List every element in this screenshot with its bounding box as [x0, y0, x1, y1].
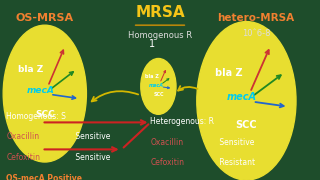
Text: 10ˆ6-8: 10ˆ6-8 [242, 29, 270, 38]
Text: Resistant: Resistant [217, 158, 255, 167]
Text: Homogenous: S: Homogenous: S [6, 112, 66, 121]
Text: mecA: mecA [149, 82, 164, 87]
Text: Sensitive: Sensitive [73, 132, 110, 141]
Text: SCC: SCC [236, 120, 257, 130]
Text: SCC: SCC [35, 110, 55, 119]
Text: bla Z: bla Z [18, 65, 43, 74]
Text: Cefoxitin: Cefoxitin [150, 158, 184, 167]
Text: bla Z: bla Z [215, 68, 243, 78]
Text: Sensitive: Sensitive [73, 153, 110, 162]
Text: SCC: SCC [153, 92, 164, 97]
Text: OS-mecA Positive: OS-mecA Positive [6, 174, 83, 180]
Text: Oxacillin: Oxacillin [6, 132, 40, 141]
Ellipse shape [141, 58, 176, 114]
Text: MRSA: MRSA [135, 5, 185, 20]
Text: Oxacillin: Oxacillin [150, 138, 184, 147]
Text: mecA: mecA [227, 92, 256, 102]
Text: hetero-MRSA: hetero-MRSA [217, 13, 295, 23]
Ellipse shape [197, 22, 296, 180]
Text: Cefoxitin: Cefoxitin [6, 153, 40, 162]
Text: bla Z: bla Z [145, 74, 159, 79]
Text: OS-MRSA: OS-MRSA [16, 13, 74, 23]
Text: 1: 1 [149, 39, 155, 49]
Text: Sensitive: Sensitive [217, 138, 254, 147]
Text: mecA: mecA [27, 86, 55, 95]
Ellipse shape [3, 25, 86, 162]
Text: Heterogenous: R: Heterogenous: R [150, 117, 214, 126]
Text: Homogenous R: Homogenous R [128, 31, 192, 40]
